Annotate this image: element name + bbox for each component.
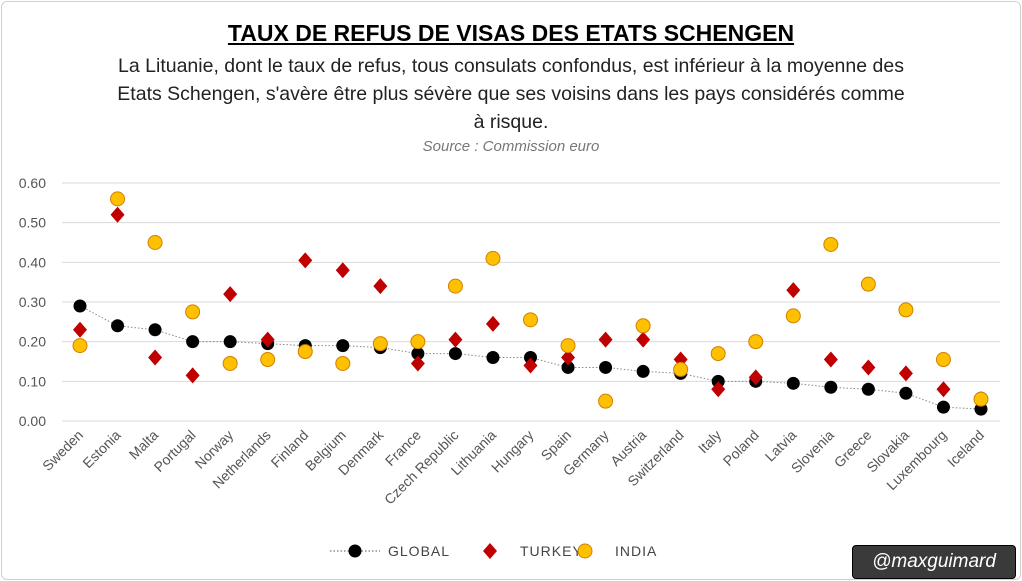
turkey-point <box>748 369 763 386</box>
x-tick-label: Estonia <box>79 427 123 471</box>
turkey-point <box>373 278 388 295</box>
legend-marker-turkey <box>483 543 497 559</box>
legend-label-turkey: TURKEY <box>520 543 583 559</box>
india-point <box>147 235 163 250</box>
global-point <box>411 347 425 361</box>
global-point <box>861 382 875 396</box>
india-point <box>447 278 463 294</box>
global-point <box>486 351 500 365</box>
turkey-point <box>260 331 275 348</box>
y-tick-label: 0.60 <box>19 175 46 191</box>
x-tick-label: Portugal <box>151 427 199 475</box>
india-point <box>185 304 201 320</box>
india-point <box>598 393 614 409</box>
y-tick-label: 0.20 <box>19 334 46 350</box>
global-point <box>599 360 613 374</box>
global-point <box>824 380 838 394</box>
global-point <box>186 335 200 349</box>
global-point <box>223 335 237 349</box>
india-point <box>222 355 238 371</box>
global-point <box>336 339 350 353</box>
turkey-point <box>786 282 801 299</box>
x-tick-label: Sweden <box>39 427 86 474</box>
global-point <box>73 299 87 313</box>
turkey-point <box>485 315 500 332</box>
india-point <box>635 318 651 334</box>
legend-marker-india <box>577 543 593 559</box>
chart-subtitle: La Lituanie, dont le taux de refus, tous… <box>117 55 905 133</box>
global-point <box>561 360 575 374</box>
y-tick-label: 0.10 <box>19 373 46 389</box>
india-point <box>785 308 801 324</box>
global-point <box>111 319 125 333</box>
india-point <box>110 191 126 207</box>
chart-source: Source : Commission euro <box>422 138 600 155</box>
y-tick-label: 0.50 <box>19 215 46 231</box>
global-point <box>786 376 800 390</box>
x-tick-label: Hungary <box>488 427 537 476</box>
legend-label-india: INDIA <box>615 543 657 559</box>
turkey-point <box>636 331 651 348</box>
x-tick-label: Italy <box>695 427 724 456</box>
india-point <box>823 236 839 252</box>
global-point <box>148 323 162 337</box>
y-tick-label: 0.00 <box>19 413 46 429</box>
global-point <box>636 364 650 378</box>
india-point <box>485 250 501 266</box>
india-point <box>973 391 989 407</box>
turkey-point <box>861 359 876 376</box>
turkey-point <box>298 252 313 269</box>
global-point <box>448 347 462 361</box>
india-point <box>523 312 538 328</box>
india-point <box>335 355 351 371</box>
y-tick-label: 0.40 <box>19 254 46 270</box>
turkey-point <box>936 381 951 398</box>
turkey-point <box>223 286 238 303</box>
author-handle: @maxguimard <box>852 545 1016 579</box>
india-point <box>748 334 764 350</box>
global-point <box>936 400 950 414</box>
india-point <box>72 338 88 354</box>
turkey-point <box>448 331 463 348</box>
india-point <box>297 344 313 360</box>
legend-label-global: GLOBAL <box>388 543 450 559</box>
india-point <box>673 361 689 377</box>
turkey-point <box>823 351 838 368</box>
x-tick-label: Iceland <box>944 427 987 470</box>
india-point <box>260 352 276 368</box>
legend-marker-global <box>348 544 362 558</box>
turkey-point <box>148 349 163 366</box>
india-point <box>935 352 951 368</box>
turkey-point <box>410 355 425 372</box>
turkey-point <box>598 331 613 348</box>
turkey-point <box>185 367 200 384</box>
turkey-point <box>711 381 726 398</box>
global-point <box>899 386 913 400</box>
india-point <box>860 276 876 292</box>
y-tick-label: 0.30 <box>19 294 46 310</box>
turkey-point <box>110 206 125 223</box>
india-point <box>410 334 426 350</box>
turkey-point <box>335 262 350 279</box>
turkey-point <box>73 321 87 338</box>
turkey-point <box>523 357 538 374</box>
chart-title: TAUX DE REFUS DE VISAS DES ETATS SCHENGE… <box>227 20 795 46</box>
india-point <box>898 302 914 318</box>
india-point <box>710 346 726 362</box>
india-point <box>372 336 388 352</box>
turkey-point <box>561 349 576 366</box>
x-tick-label: Poland <box>720 427 762 469</box>
india-point <box>560 338 576 354</box>
turkey-point <box>898 365 913 382</box>
